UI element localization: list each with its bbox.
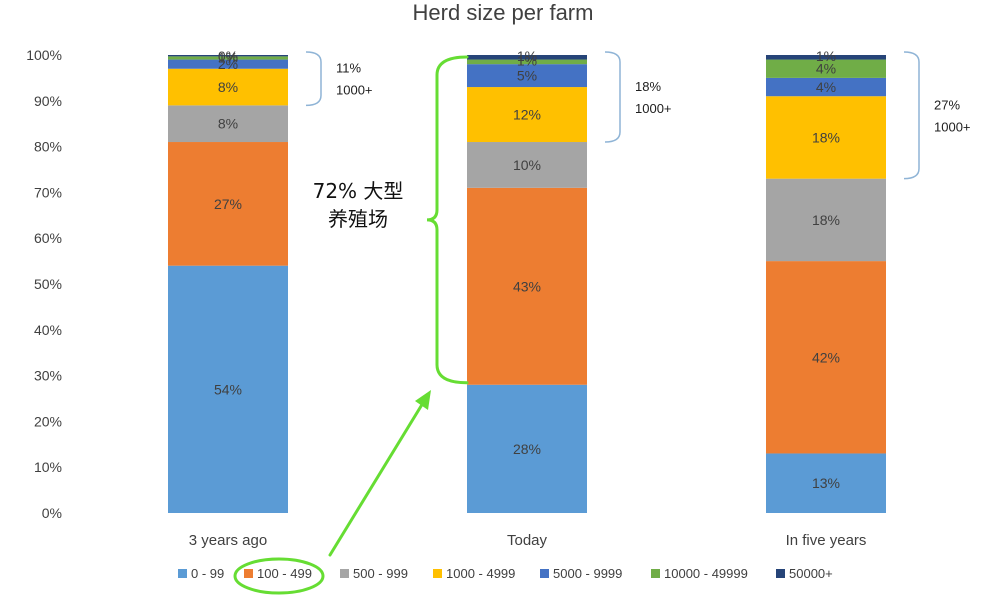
green-arrow-line (328, 396, 428, 557)
bar-segment (467, 187, 587, 385)
bracket-label-range: 1000+ (336, 83, 373, 98)
bar-segment (168, 265, 288, 513)
legend-label: 5000 - 9999 (553, 566, 622, 581)
category-label: 3 years ago (189, 532, 267, 549)
y-tick-label: 50% (34, 276, 62, 292)
bar-segment (467, 384, 587, 513)
bar-segment (766, 261, 886, 454)
segment-value-label: 8% (218, 79, 238, 95)
legend-swatch (776, 569, 785, 578)
segment-value-label: 28% (513, 441, 541, 457)
segment-value-label: 27% (214, 196, 242, 212)
category-label: Today (507, 532, 548, 549)
segment-value-label: 5% (517, 68, 537, 84)
segment-value-label: 13% (812, 475, 840, 491)
category-labels: 3 years ago Today In five years (189, 532, 867, 549)
callout-line-2: 养殖场 (328, 207, 388, 231)
bar-segment (766, 55, 886, 60)
y-tick-label: 90% (34, 93, 62, 109)
legend-swatch (651, 569, 660, 578)
bar-segment (168, 68, 288, 106)
y-tick-label: 100% (26, 47, 62, 63)
legend-swatch (433, 569, 442, 578)
segment-value-label: 8% (218, 116, 238, 132)
green-legend-highlight (233, 557, 325, 595)
bar-segment (168, 55, 288, 57)
y-tick-label: 0% (42, 505, 62, 521)
segment-value-label: 1% (517, 53, 537, 69)
segment-value-label: 1% (816, 48, 836, 64)
legend-label: 1000 - 4999 (446, 566, 515, 581)
bar-segment (467, 142, 587, 188)
bracket (903, 51, 920, 180)
legend-label: 0 - 99 (191, 566, 224, 581)
legend-label: 50000+ (789, 566, 833, 581)
legend-swatch (244, 569, 253, 578)
legend-label: 10000 - 49999 (664, 566, 748, 581)
green-curly-bracket (426, 55, 469, 385)
bar-segment (168, 142, 288, 266)
y-tick-label: 10% (34, 459, 62, 475)
segment-labels: 54%27%8%8%2%1%0%28%43%10%12%5%1%1%13%42%… (214, 48, 840, 491)
bracket-label-percent: 27% (934, 97, 960, 112)
bar-segment (467, 59, 587, 65)
segment-value-label: 0% (218, 48, 238, 64)
segment-value-label: 4% (816, 79, 836, 95)
bar-segment (467, 55, 587, 60)
bar-segment (766, 96, 886, 179)
y-tick-label: 60% (34, 230, 62, 246)
green-callout: 72% 大型 养殖场 (313, 55, 469, 557)
category-label: In five years (786, 532, 867, 549)
y-tick-label: 80% (34, 139, 62, 155)
bracket-label-percent: 18% (635, 79, 661, 94)
segment-value-label: 54% (214, 381, 242, 397)
bracket-annotations: 11% 1000+ 18% 1000+ 27% 1000+ (305, 51, 971, 180)
legend-swatch (540, 569, 549, 578)
segment-value-label: 18% (812, 212, 840, 228)
segment-value-label: 2% (218, 56, 238, 72)
bracket (305, 51, 322, 107)
legend: 0 - 99 100 - 499 500 - 999 1000 - 4999 5000 … (178, 557, 833, 595)
callout-line-1: 72% 大型 (313, 179, 404, 203)
segment-value-label: 10% (513, 157, 541, 173)
segment-value-label: 1% (517, 48, 537, 64)
bracket (604, 51, 621, 143)
y-tick-label: 20% (34, 413, 62, 429)
y-axis: 0% 10% 20% 30% 40% 50% 60% 70% 80% 90% 100% (26, 47, 62, 521)
chart-title: Herd size per farm (413, 0, 594, 25)
y-tick-label: 70% (34, 184, 62, 200)
segment-value-label: 4% (816, 61, 836, 77)
bracket-label-percent: 11% (336, 61, 361, 76)
green-arrow-head (415, 390, 431, 410)
y-tick-label: 40% (34, 322, 62, 338)
bracket-label-range: 1000+ (934, 119, 971, 134)
legend-label: 100 - 499 (257, 566, 312, 581)
segment-value-label: 43% (513, 278, 541, 294)
bar-segment (168, 105, 288, 143)
bar-segment (168, 59, 288, 69)
y-tick-label: 30% (34, 368, 62, 384)
bar-segment (766, 178, 886, 262)
bars (168, 55, 886, 513)
legend-swatch (340, 569, 349, 578)
segment-value-label: 12% (513, 107, 541, 123)
legend-swatch (178, 569, 187, 578)
bar-segment (467, 87, 587, 143)
bracket-label-range: 1000+ (635, 101, 672, 116)
segment-value-label: 1% (218, 49, 238, 65)
legend-label: 500 - 999 (353, 566, 408, 581)
bar-segment (766, 59, 886, 78)
segment-value-label: 42% (812, 349, 840, 365)
bar-segment (467, 64, 587, 88)
segment-value-label: 18% (812, 129, 840, 145)
bar-segment (766, 453, 886, 513)
bar-segment (766, 77, 886, 97)
bar-segment (168, 56, 288, 60)
